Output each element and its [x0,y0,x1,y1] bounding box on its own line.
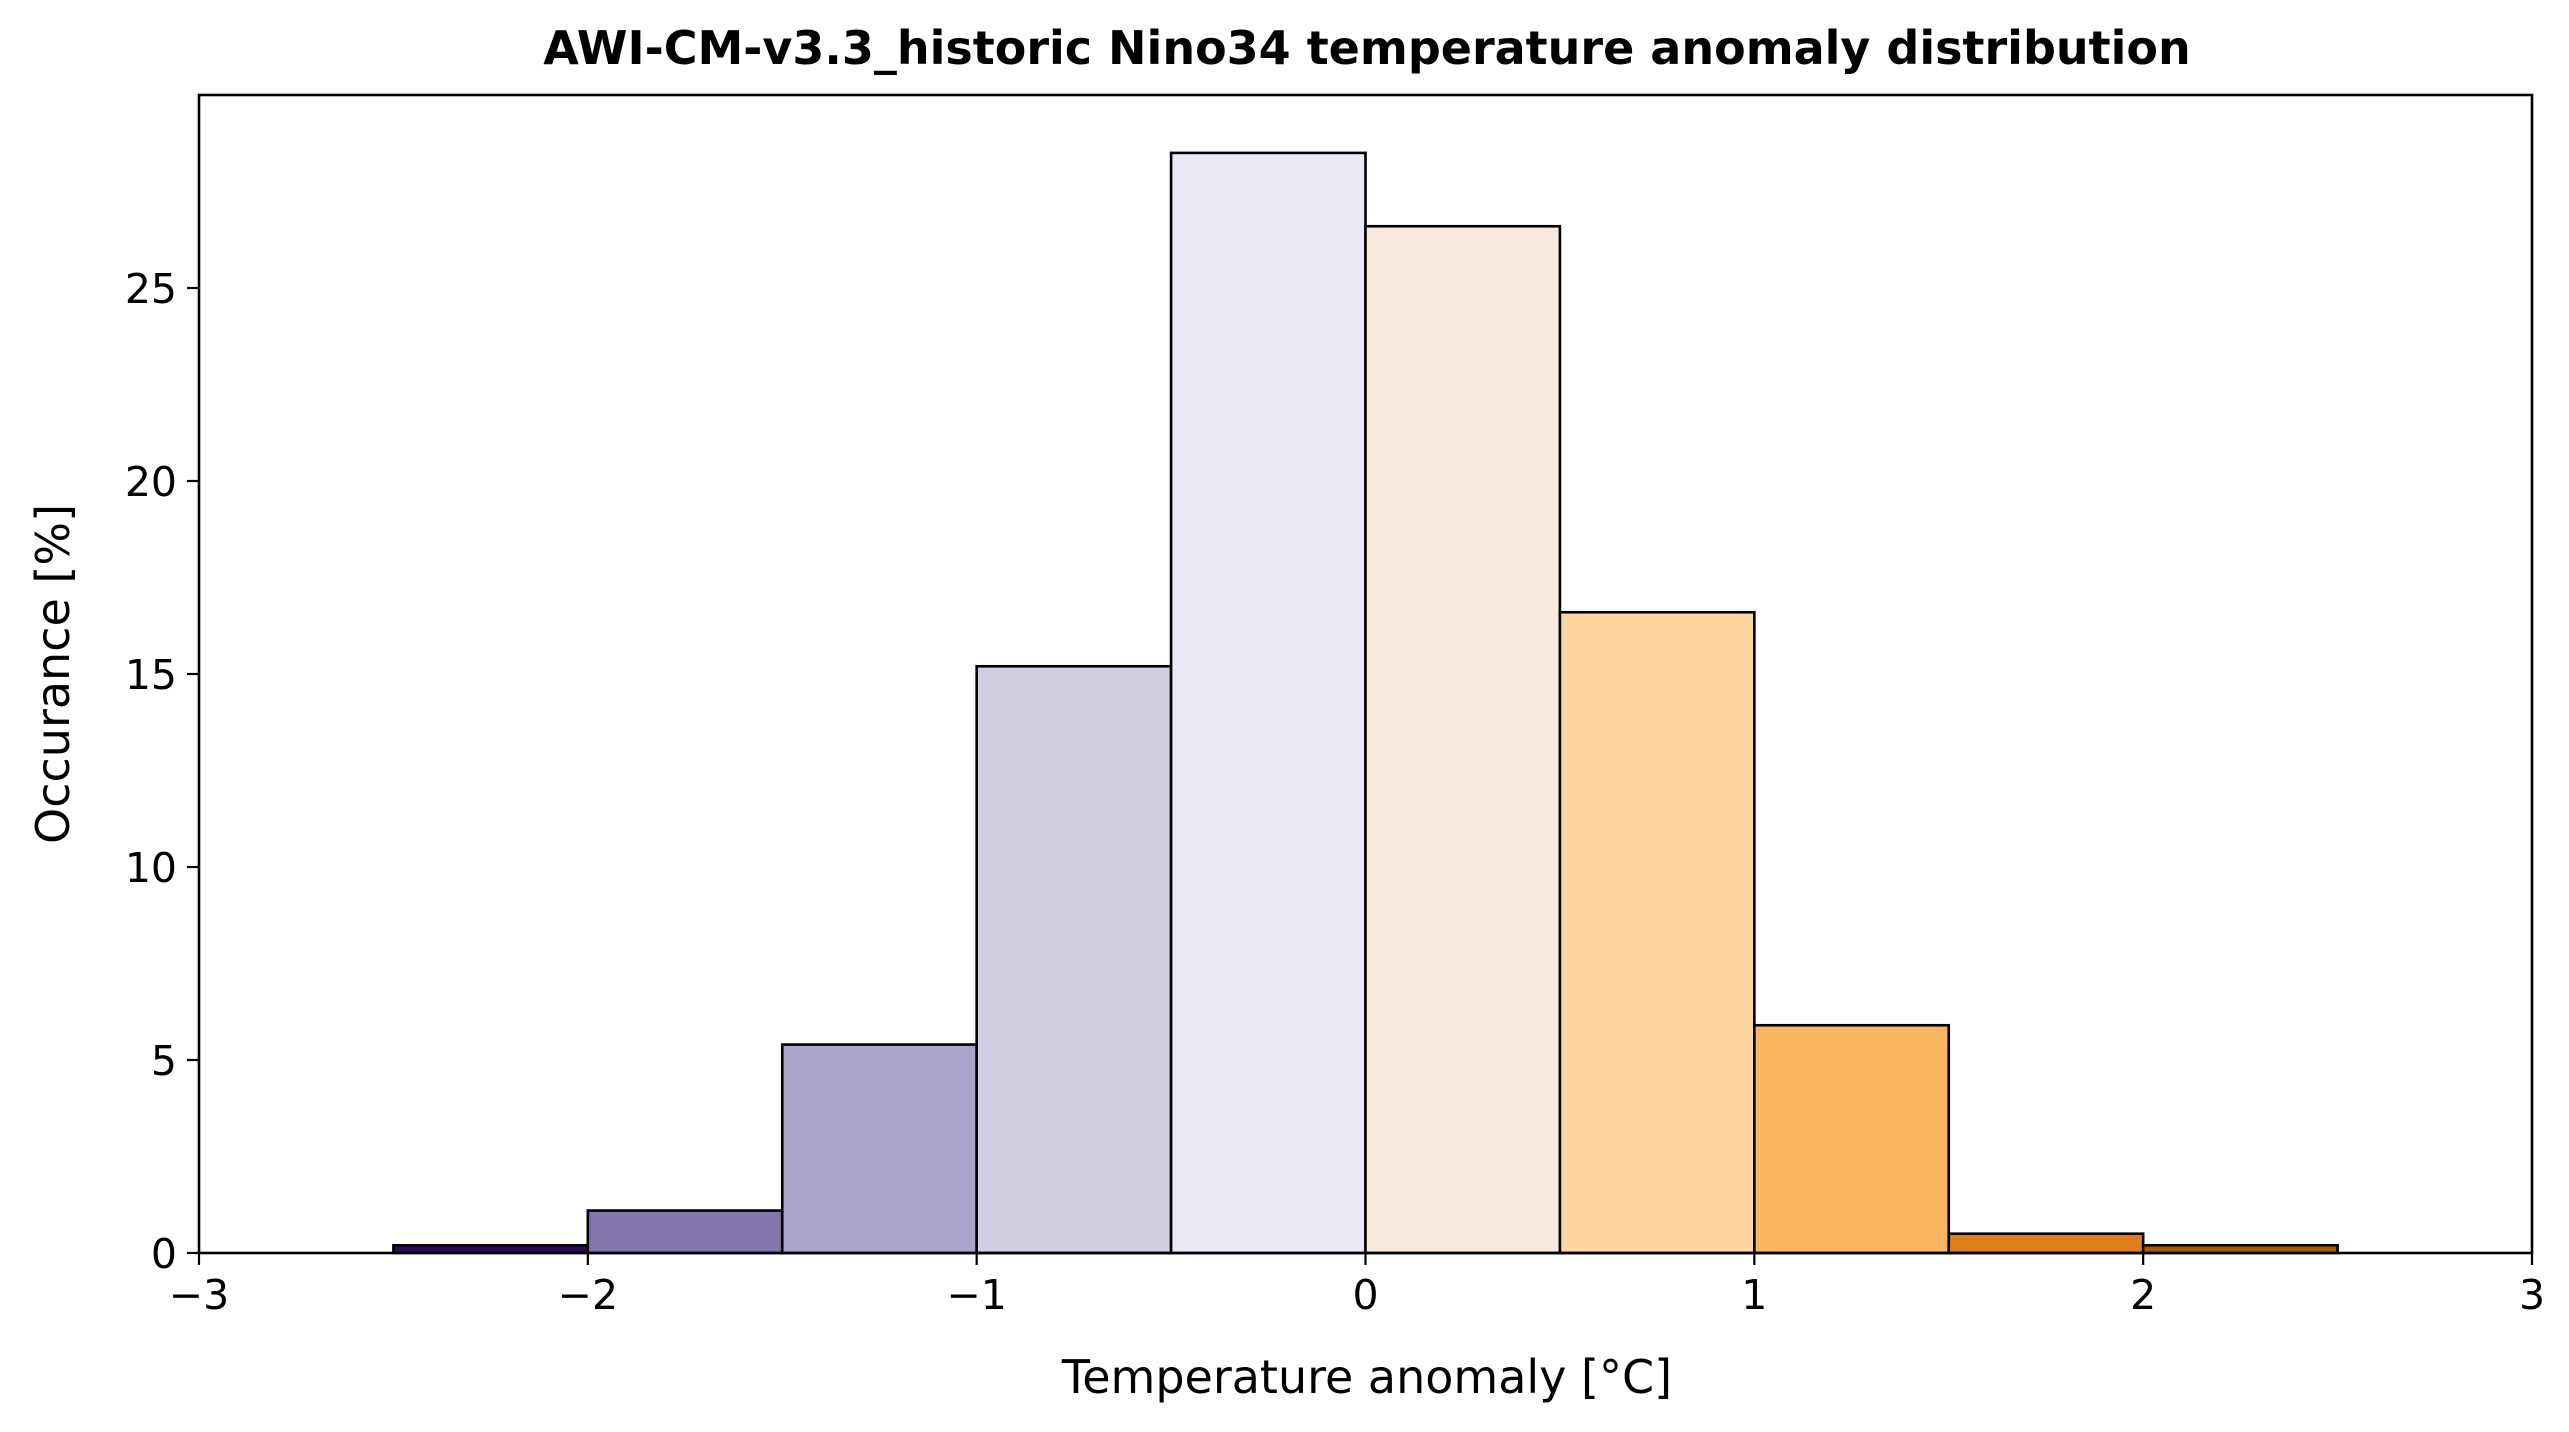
y-tick-label: 5 [151,1037,177,1085]
histogram-bar [975,664,1173,1255]
y-tick-label: 10 [125,844,177,892]
y-tick-label: 20 [125,458,177,506]
x-tick-label: 3 [2519,1271,2545,1319]
histogram-bar [1558,610,1756,1255]
y-tick-label: 0 [151,1230,177,1278]
x-axis-label: Temperature anomaly [°C] [1061,1350,1672,1404]
y-axis-label: Occurance [%] [26,504,80,844]
y-tick-label: 15 [125,651,177,699]
y-tick-label: 25 [125,265,177,313]
histogram-bar [1753,1023,1951,1255]
x-tick-label: −3 [169,1271,229,1319]
x-axis-ticks: −3 −2 −1 0 1 2 3 [169,1253,2545,1319]
x-tick-label: −1 [946,1271,1006,1319]
x-tick-label: −2 [558,1271,618,1319]
chart-title: AWI-CM-v3.3_historic Nino34 temperature … [543,21,2191,75]
bars-group [392,151,2339,1255]
x-tick-label: 2 [2130,1271,2156,1319]
histogram-bar [780,1043,978,1255]
y-axis-ticks: 0 5 10 15 20 25 [125,265,199,1278]
x-tick-label: 1 [1741,1271,1767,1319]
histogram-bar [1169,151,1367,1255]
x-tick-label: 0 [1352,1271,1378,1319]
histogram-bar [1947,1232,2145,1255]
histogram-bar [586,1209,784,1255]
histogram-bar [1364,224,1562,1255]
